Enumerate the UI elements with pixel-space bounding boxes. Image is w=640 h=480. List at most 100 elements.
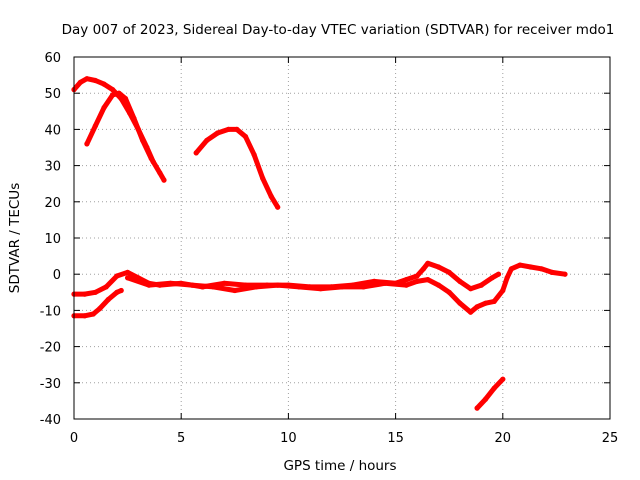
data-point xyxy=(414,273,420,279)
data-point xyxy=(500,376,506,382)
data-point xyxy=(84,76,90,82)
data-point xyxy=(403,277,409,283)
data-point xyxy=(414,278,420,284)
data-point xyxy=(110,92,116,98)
data-point xyxy=(489,275,495,281)
data-point xyxy=(125,275,131,281)
series-arc-1 xyxy=(71,76,156,165)
data-point xyxy=(468,309,474,315)
data-point xyxy=(125,269,131,275)
data-point xyxy=(483,396,489,402)
data-point xyxy=(457,278,463,284)
data-point xyxy=(97,306,103,312)
x-tick-label: 0 xyxy=(70,431,78,446)
x-tick-label: 5 xyxy=(177,431,185,446)
data-point xyxy=(425,260,431,266)
y-axis-label: SDTVAR / TECUs xyxy=(7,183,23,293)
data-point xyxy=(382,280,388,286)
data-point xyxy=(474,405,480,411)
data-point xyxy=(508,266,514,272)
data-point xyxy=(215,130,221,136)
ticks: 0 5 10 15 20 25 -40 -30 -20 -10 0 10 20 30 40 50 60 xyxy=(40,51,619,446)
data-point xyxy=(242,134,249,140)
data-point xyxy=(260,175,266,181)
series-band xyxy=(474,376,506,411)
data-point xyxy=(478,282,484,288)
data-point xyxy=(495,271,502,277)
data-point xyxy=(114,289,120,295)
series-arc-6 xyxy=(125,262,568,315)
x-tick-label: 10 xyxy=(280,431,297,446)
series-arc-3 xyxy=(193,126,281,210)
data-point xyxy=(318,286,324,292)
y-tick-label: -10 xyxy=(40,304,61,319)
data-point xyxy=(189,282,195,288)
data-series xyxy=(71,76,568,411)
series-arc-7 xyxy=(474,376,506,411)
data-point xyxy=(221,280,227,286)
y-tick-label: -40 xyxy=(40,413,61,428)
data-point xyxy=(225,126,231,132)
x-tick-label: 15 xyxy=(387,431,404,446)
data-point xyxy=(468,286,474,292)
y-tick-label: 40 xyxy=(44,123,61,138)
data-point xyxy=(403,282,409,288)
data-point xyxy=(92,77,98,84)
x-tick-label: 25 xyxy=(602,431,619,446)
data-point xyxy=(77,79,83,85)
data-point xyxy=(234,126,240,132)
series-band xyxy=(193,126,281,210)
y-tick-label: -20 xyxy=(40,341,61,356)
data-point xyxy=(122,96,129,102)
series-arc-2 xyxy=(84,90,167,183)
data-point xyxy=(92,289,98,295)
data-point xyxy=(504,275,510,281)
data-point xyxy=(457,300,463,306)
data-point xyxy=(101,105,107,111)
data-point xyxy=(116,90,122,96)
chart-title: Day 007 of 2023, Sidereal Day-to-day VTE… xyxy=(62,22,615,38)
y-tick-label: 50 xyxy=(44,87,61,102)
data-point xyxy=(296,284,302,290)
data-point xyxy=(232,287,238,294)
data-point xyxy=(105,296,111,303)
y-tick-label: 0 xyxy=(53,268,61,283)
data-point xyxy=(92,123,98,129)
data-point xyxy=(82,291,88,297)
data-point xyxy=(140,137,146,143)
data-point xyxy=(146,282,152,288)
data-point xyxy=(549,269,555,275)
data-point xyxy=(253,284,259,290)
data-point xyxy=(483,300,489,306)
data-point xyxy=(275,282,281,288)
data-point xyxy=(420,266,427,272)
data-point xyxy=(500,287,506,294)
grid xyxy=(74,57,610,419)
data-point xyxy=(118,287,124,294)
data-point xyxy=(268,193,274,199)
data-point xyxy=(161,177,167,183)
data-point xyxy=(474,304,480,310)
data-point xyxy=(491,298,497,304)
data-point xyxy=(157,170,163,176)
data-point xyxy=(167,280,174,286)
data-point xyxy=(84,141,90,147)
data-point xyxy=(148,155,154,161)
data-point xyxy=(562,271,568,277)
data-point xyxy=(251,152,257,158)
data-point xyxy=(193,150,199,156)
data-point xyxy=(491,385,497,391)
x-tick-label: 20 xyxy=(495,431,512,446)
data-point xyxy=(131,115,137,122)
y-tick-label: 10 xyxy=(44,232,61,247)
data-point xyxy=(103,284,109,290)
data-point xyxy=(210,284,216,290)
data-point xyxy=(446,269,452,275)
data-point xyxy=(90,311,96,317)
data-point xyxy=(435,264,442,270)
data-point xyxy=(339,284,345,290)
data-point xyxy=(538,266,545,272)
data-point xyxy=(110,87,116,93)
data-point xyxy=(204,137,210,143)
